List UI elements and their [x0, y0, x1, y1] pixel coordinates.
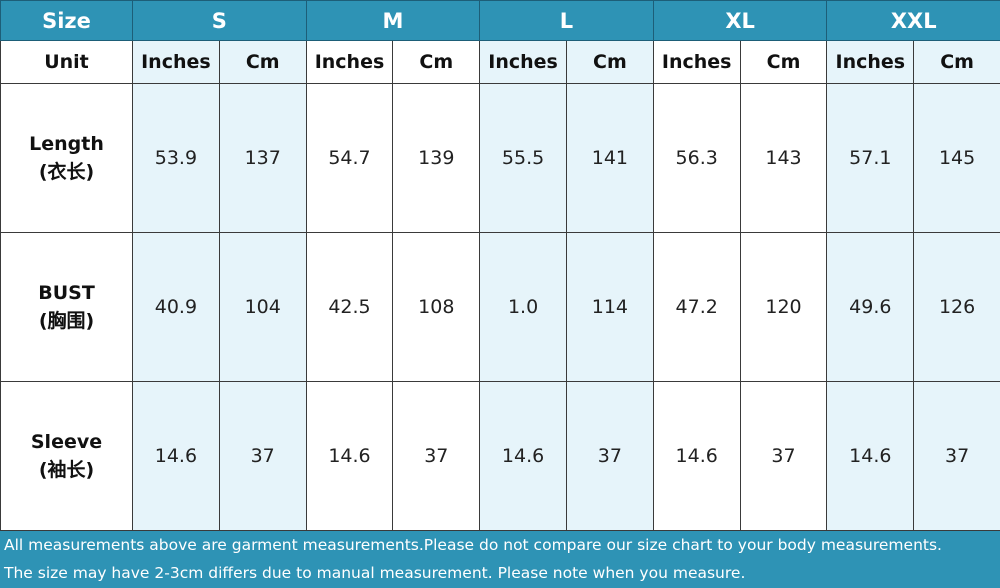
row-name-cn: (袖长) [38, 459, 95, 481]
table-cell: 114 [565, 232, 654, 382]
size-header-l: L [479, 0, 654, 41]
table-cell: 143 [739, 83, 828, 233]
table-cell: 108 [392, 232, 481, 382]
unit-cm: Cm [392, 40, 481, 84]
size-label: Size [0, 0, 133, 41]
table-cell: 14.6 [826, 381, 915, 531]
table-cell: 37 [913, 381, 1000, 531]
table-row: BUST (胸围) 40.9 104 42.5 108 1.0 114 47.2 120 49.6 1… [0, 232, 1000, 382]
unit-cm: Cm [913, 40, 1000, 84]
table-cell: 14.6 [479, 381, 567, 531]
table-cell: 47.2 [652, 232, 741, 382]
row-name: Sleeve [30, 431, 103, 453]
row-name: BUST [38, 282, 95, 304]
unit-row: Unit Inches Cm Inches Cm Inches Cm Inches Cm Inc… [0, 40, 1000, 84]
table-cell: 141 [565, 83, 654, 233]
table-cell: 49.6 [826, 232, 915, 382]
table-cell: 57.1 [826, 83, 915, 233]
table-cell: 139 [392, 83, 481, 233]
table-cell: 126 [913, 232, 1000, 382]
size-chart-table: Size S M L XL XXL Unit Inches Cm Inches Cm Inche… [0, 0, 1000, 531]
table-cell: 53.9 [132, 83, 220, 233]
table-cell: 37 [218, 381, 307, 531]
table-cell: 137 [218, 83, 307, 233]
table-cell: 42.5 [305, 232, 394, 382]
table-cell: 120 [739, 232, 828, 382]
unit-inches: Inches [826, 40, 915, 84]
row-header: BUST (胸围) [0, 232, 133, 382]
unit-cm: Cm [218, 40, 307, 84]
table-cell: 14.6 [132, 381, 220, 531]
row-name: Length [29, 133, 104, 155]
footer-line-2: The size may have 2-3cm differs due to m… [4, 564, 746, 582]
table-cell: 37 [739, 381, 828, 531]
row-header: Length (衣长) [0, 83, 133, 233]
size-header-s: S [132, 0, 307, 41]
table-cell: 40.9 [132, 232, 220, 382]
table-cell: 14.6 [652, 381, 741, 531]
table-cell: 54.7 [305, 83, 394, 233]
table-row: Length (衣长) 53.9 137 54.7 139 55.5 141 56.3 143 57… [0, 83, 1000, 233]
table-cell: 56.3 [652, 83, 741, 233]
table-cell: 55.5 [479, 83, 567, 233]
footer-note: All measurements above are garment measu… [0, 531, 1000, 588]
row-name-cn: (胸围) [38, 310, 95, 332]
table-cell: 37 [565, 381, 654, 531]
unit-inches: Inches [479, 40, 567, 84]
unit-inches: Inches [305, 40, 394, 84]
unit-inches: Inches [652, 40, 741, 84]
size-header-xxl: XXL [826, 0, 1000, 41]
row-name-cn: (衣长) [38, 161, 95, 183]
unit-cm: Cm [565, 40, 654, 84]
footer-line-1: All measurements above are garment measu… [4, 536, 942, 554]
table-cell: 145 [913, 83, 1000, 233]
table-cell: 14.6 [305, 381, 394, 531]
unit-cm: Cm [739, 40, 828, 84]
table-cell: 104 [218, 232, 307, 382]
table-cell: 1.0 [479, 232, 567, 382]
row-header: Sleeve (袖长) [0, 381, 133, 531]
size-header-xl: XL [652, 0, 828, 41]
size-header-row: Size S M L XL XXL [0, 0, 1000, 41]
unit-inches: Inches [132, 40, 220, 84]
table-cell: 37 [392, 381, 481, 531]
table-row: Sleeve (袖长) 14.6 37 14.6 37 14.6 37 14.6 37 14.6 37 [0, 381, 1000, 531]
size-header-m: M [305, 0, 481, 41]
unit-label: Unit [0, 40, 133, 84]
